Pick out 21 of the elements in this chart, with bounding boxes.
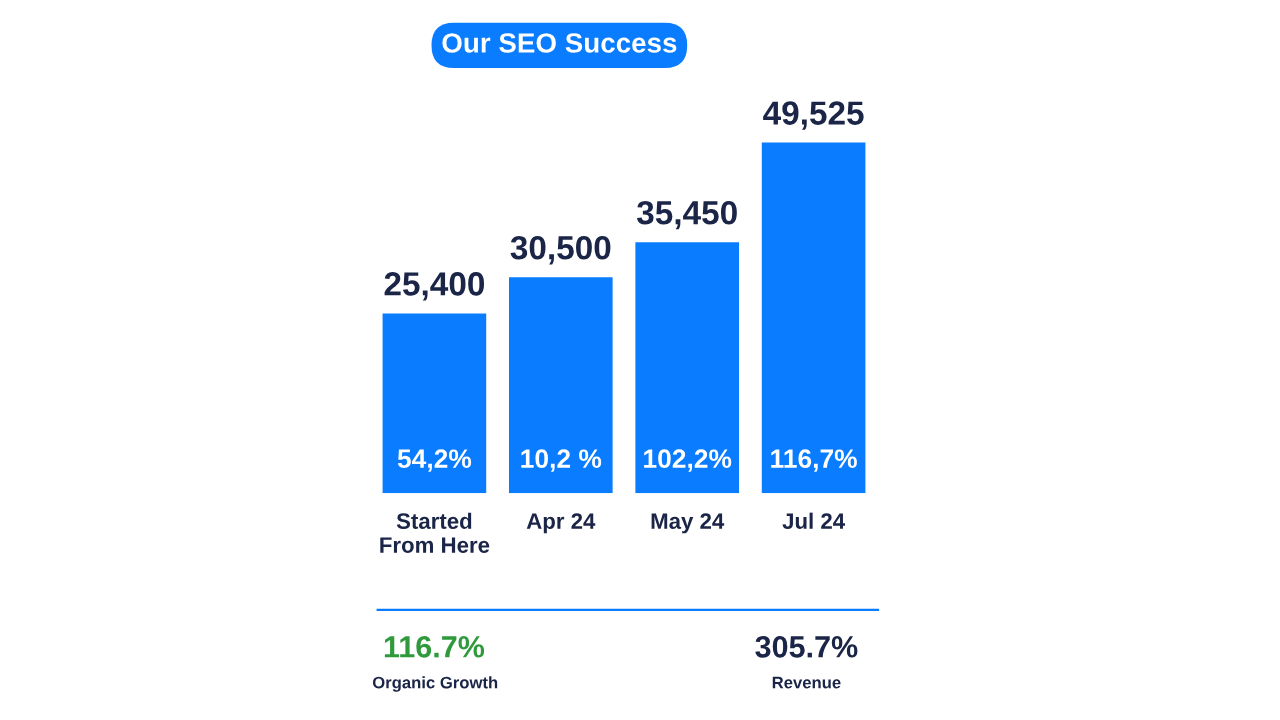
data-label: 25,400 [384,272,485,301]
bar [635,242,740,494]
x-tick-label: Apr 24 [526,513,596,534]
annotation: 116,7% [771,449,857,472]
text: 305.7% [755,636,858,658]
x-tick-label: Jul 24 [782,512,845,529]
annotation: 10,2 % [521,449,602,472]
annotation: 54,2% [397,449,472,472]
data-label: 35,450 [636,200,737,230]
data-label: 49,525 [763,101,864,130]
bar [382,313,487,494]
bar [761,142,866,494]
text: Organic Growth [372,676,498,692]
annotation: 102,2% [644,449,732,472]
text: Revenue [772,676,841,689]
x-tick-label: May 24 [651,513,725,534]
text: 116.7% [384,636,485,658]
data-label: 30,500 [510,235,611,265]
x-tick-label: Started From Here [380,512,490,553]
bar [508,277,613,494]
chart-title: Our SEO Success [442,33,677,53]
